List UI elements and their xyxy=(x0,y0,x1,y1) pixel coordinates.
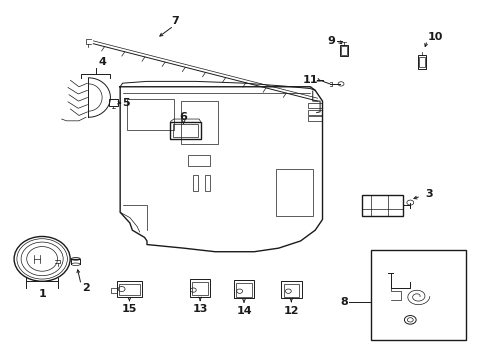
Bar xyxy=(418,57,424,67)
Text: 4: 4 xyxy=(98,57,106,67)
Bar xyxy=(193,175,198,191)
Text: 2: 2 xyxy=(82,283,90,293)
Bar xyxy=(172,125,198,137)
Bar xyxy=(109,99,118,107)
Bar xyxy=(417,55,426,69)
Bar xyxy=(233,280,254,298)
Bar xyxy=(307,116,321,121)
Bar xyxy=(339,45,347,56)
Text: 9: 9 xyxy=(326,36,335,46)
Text: 6: 6 xyxy=(179,112,187,122)
Bar xyxy=(307,103,321,108)
Bar xyxy=(188,155,210,166)
Bar xyxy=(340,46,346,55)
Bar xyxy=(281,281,301,298)
Bar xyxy=(205,175,210,191)
Bar xyxy=(370,250,466,339)
Bar xyxy=(127,99,173,130)
Bar xyxy=(276,169,312,216)
Text: 12: 12 xyxy=(283,306,299,315)
Bar xyxy=(361,195,402,216)
Bar xyxy=(181,101,217,144)
Bar xyxy=(119,284,140,295)
Bar xyxy=(192,282,207,295)
Text: 13: 13 xyxy=(192,304,207,314)
Text: 11: 11 xyxy=(302,75,317,85)
Text: 7: 7 xyxy=(171,16,179,26)
Text: 10: 10 xyxy=(427,32,443,41)
Bar xyxy=(283,284,299,297)
Bar xyxy=(236,283,251,297)
Text: 14: 14 xyxy=(236,306,251,315)
Text: 5: 5 xyxy=(122,98,130,108)
Text: 15: 15 xyxy=(122,304,137,314)
Bar xyxy=(170,122,200,139)
Bar xyxy=(307,110,321,115)
Text: 8: 8 xyxy=(340,297,347,307)
Text: 3: 3 xyxy=(424,189,432,199)
Bar xyxy=(189,279,210,297)
Bar xyxy=(117,282,142,297)
Text: 1: 1 xyxy=(38,289,46,299)
